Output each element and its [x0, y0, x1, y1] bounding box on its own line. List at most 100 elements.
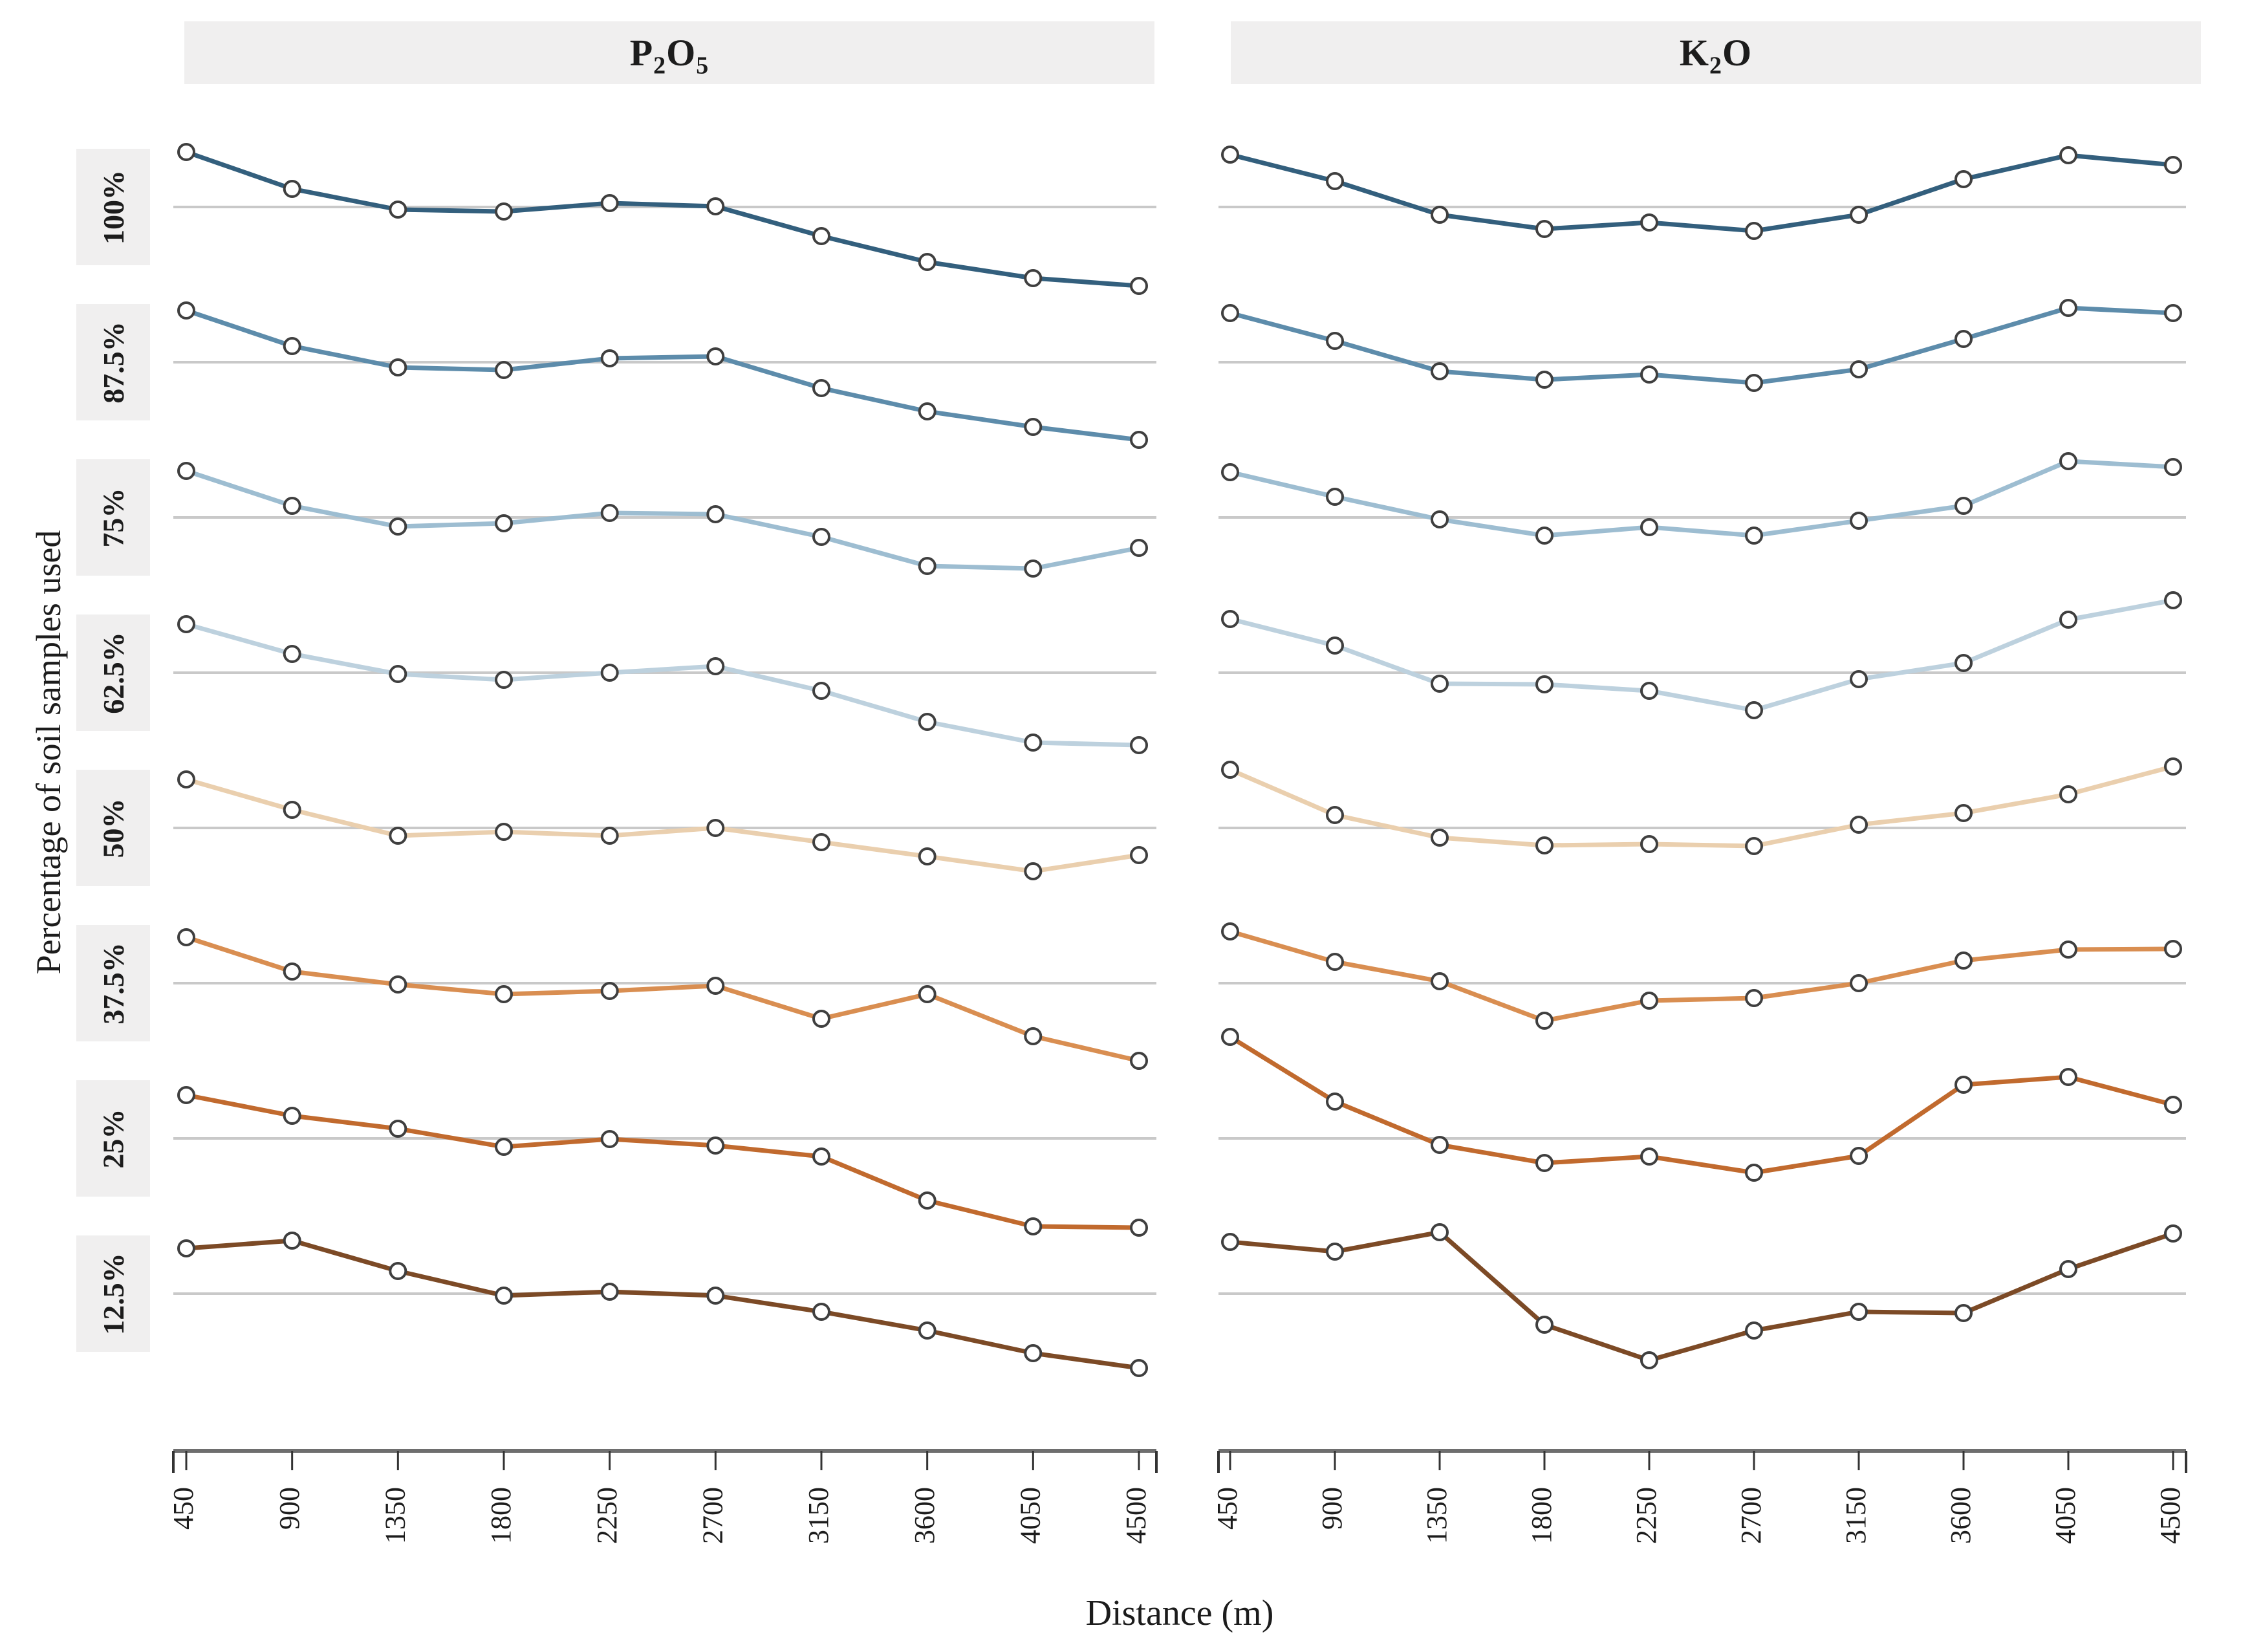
data-point-marker	[283, 645, 301, 663]
data-point-marker	[1745, 989, 1763, 1007]
series-line	[184, 308, 1142, 442]
facet-row-label-100: 100%	[76, 149, 150, 265]
data-point-marker	[1850, 974, 1868, 992]
data-point-marker	[918, 1191, 936, 1210]
data-point-marker	[1130, 431, 1148, 449]
data-point-marker	[1431, 1136, 1449, 1154]
data-point-marker	[1326, 172, 1344, 190]
data-point-marker	[1745, 222, 1763, 240]
data-point-marker	[1221, 610, 1239, 628]
facet-row-label-62-5: 62.5%	[76, 614, 150, 731]
data-point-marker	[1326, 332, 1344, 350]
data-point-marker	[1024, 1344, 1043, 1362]
data-point-marker	[2164, 458, 2182, 476]
x-tick-label: 3150	[1840, 1487, 1872, 1544]
data-point-marker	[706, 819, 725, 837]
series-line	[1228, 305, 2176, 386]
data-point-marker	[1326, 806, 1344, 824]
data-point-marker	[2059, 452, 2077, 470]
x-tick-label: 4050	[1014, 1487, 1046, 1544]
data-point-marker	[706, 657, 725, 675]
data-point-marker	[1745, 374, 1763, 392]
x-tick-label: 2700	[1735, 1487, 1767, 1544]
data-point-marker	[283, 1107, 301, 1125]
series-line	[184, 1092, 1142, 1230]
data-point-marker	[283, 801, 301, 819]
data-point-marker	[389, 358, 407, 376]
data-point-marker	[177, 301, 195, 320]
facet-row-label-25: 25%	[76, 1080, 150, 1197]
data-point-marker	[2164, 591, 2182, 609]
data-point-marker	[495, 823, 513, 841]
series-line	[1228, 929, 2176, 1023]
x-tick-label: 4500	[1120, 1487, 1152, 1544]
data-point-marker	[1640, 992, 1658, 1010]
data-point-marker	[495, 671, 513, 689]
data-point-marker	[1431, 206, 1449, 224]
data-point-marker	[600, 827, 619, 845]
data-point-marker	[283, 337, 301, 355]
data-point-marker	[1431, 510, 1449, 528]
data-point-marker	[812, 1010, 830, 1028]
data-point-marker	[812, 528, 830, 546]
data-point-marker	[177, 928, 195, 946]
x-axis-title: Distance (m)	[1085, 1593, 1274, 1633]
data-point-marker	[389, 201, 407, 219]
data-point-marker	[1954, 1076, 1973, 1094]
data-point-marker	[1130, 1052, 1148, 1070]
x-tick-label: 900	[274, 1487, 305, 1530]
data-point-marker	[1130, 1219, 1148, 1237]
data-point-marker	[1221, 1028, 1239, 1046]
data-point-marker	[1535, 1154, 1554, 1172]
data-point-marker	[1024, 1217, 1043, 1235]
data-point-marker	[1326, 1243, 1344, 1261]
data-point-marker	[1431, 972, 1449, 990]
facet-column-header-p2o5: P2O5	[184, 21, 1154, 84]
data-point-marker	[812, 833, 830, 851]
data-point-marker	[1221, 761, 1239, 779]
data-point-marker	[177, 462, 195, 480]
x-tick-label: 3600	[1945, 1487, 1976, 1544]
data-point-marker	[918, 557, 936, 575]
data-point-marker	[600, 349, 619, 367]
data-point-marker	[1745, 527, 1763, 545]
series-line	[184, 935, 1142, 1063]
data-point-marker	[2164, 156, 2182, 174]
data-point-marker	[2164, 757, 2182, 776]
x-tick-label: 2250	[591, 1487, 623, 1544]
facet-row-label-12-5: 12.5%	[76, 1235, 150, 1352]
data-point-marker	[283, 180, 301, 198]
data-point-marker	[1326, 488, 1344, 506]
data-point-marker	[177, 770, 195, 788]
data-point-marker	[1535, 371, 1554, 389]
facet-row-label-87-5: 87.5%	[76, 304, 150, 420]
data-point-marker	[1640, 682, 1658, 700]
data-point-marker	[2059, 146, 2077, 164]
data-point-marker	[1954, 330, 1973, 348]
data-point-marker	[600, 982, 619, 1000]
data-point-marker	[1221, 146, 1239, 164]
x-tick-label: 2250	[1630, 1487, 1662, 1544]
data-point-marker	[1024, 862, 1043, 880]
data-point-marker	[283, 1232, 301, 1250]
data-point-marker	[812, 379, 830, 397]
series-line	[184, 777, 1142, 874]
data-point-marker	[389, 517, 407, 536]
data-point-marker	[1850, 360, 1868, 378]
data-point-marker	[1130, 736, 1148, 754]
data-point-marker	[600, 664, 619, 682]
data-point-marker	[2164, 1224, 2182, 1243]
data-point-marker	[1535, 220, 1554, 238]
data-point-marker	[600, 1130, 619, 1148]
data-point-marker	[1431, 829, 1449, 847]
data-point-marker	[2059, 611, 2077, 629]
data-point-marker	[177, 1086, 195, 1104]
data-point-marker	[918, 985, 936, 1003]
data-point-marker	[1954, 497, 1973, 515]
data-point-marker	[495, 514, 513, 532]
x-tick-label: 2700	[697, 1487, 728, 1544]
data-point-marker	[1130, 1359, 1148, 1377]
data-point-marker	[1024, 560, 1043, 578]
data-point-marker	[1024, 734, 1043, 752]
